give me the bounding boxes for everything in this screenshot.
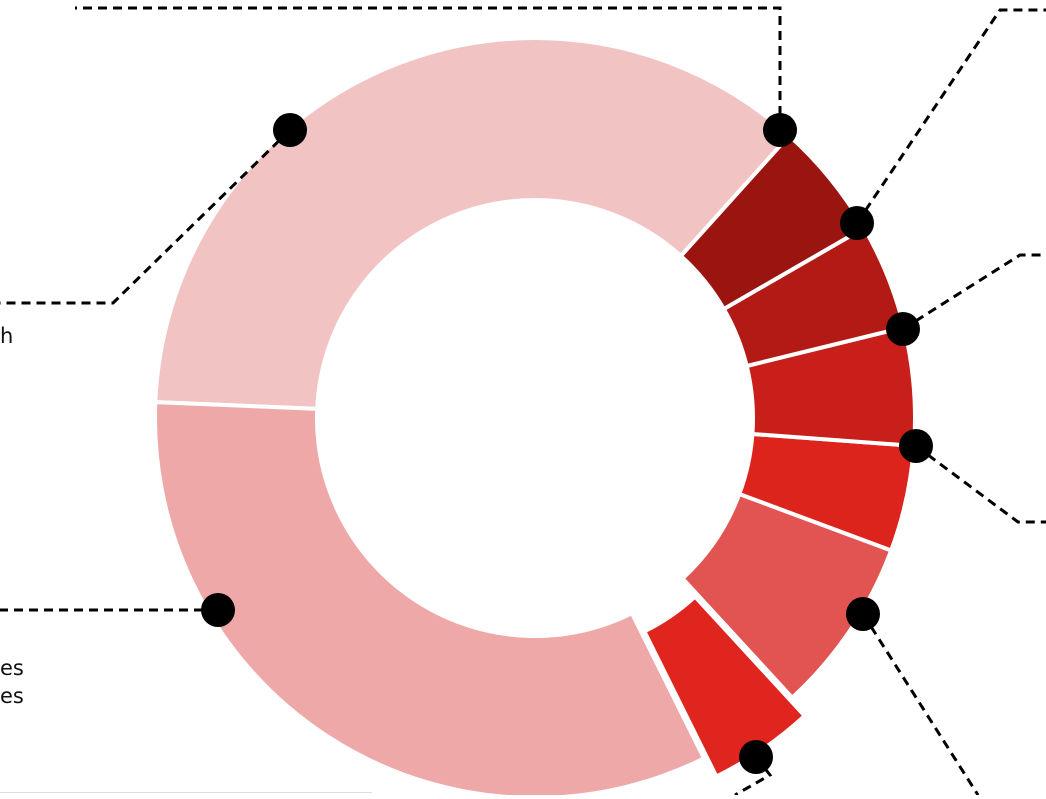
- footer-divider: [0, 792, 372, 793]
- leader-dot-7: [840, 206, 874, 240]
- leader-line-4: [861, 613, 980, 796]
- leader-dot-2: [201, 593, 235, 627]
- leader-dot-1: [273, 113, 307, 147]
- leader-dot-3: [739, 740, 773, 774]
- label-dots-layer: [201, 113, 933, 774]
- slice-label-fragment-line-2: es: [0, 684, 24, 708]
- leader-line-7: [855, 8, 1046, 224]
- leader-dot-6: [886, 312, 920, 346]
- leader-dot-4: [846, 597, 880, 631]
- leader-dot-8: [763, 113, 797, 147]
- slice-label-fragment-line-1: es: [0, 656, 24, 680]
- leader-lines-layer: [0, 6, 1046, 797]
- leader-line-1: [0, 128, 292, 305]
- leader-dot-5: [899, 429, 933, 463]
- leader-line-5: [915, 444, 1046, 524]
- donut-slice-2: [153, 400, 706, 799]
- slice-label-fragment-left-upper: h: [0, 324, 14, 348]
- leader-line-6: [902, 253, 1046, 331]
- slice-label-fragment-left-lower: es es: [0, 654, 24, 710]
- leader-line-8: [75, 6, 782, 130]
- donut-slice-1: [153, 36, 792, 411]
